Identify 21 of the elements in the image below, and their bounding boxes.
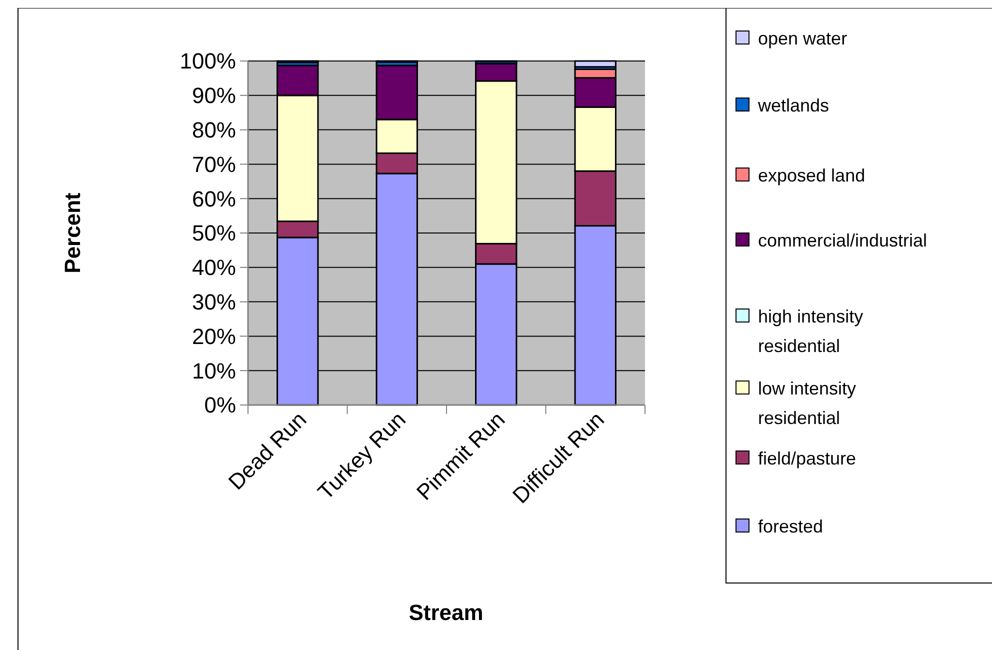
y-tick-label: 80% [192, 118, 236, 142]
y-tick-label: 20% [192, 324, 236, 349]
y-tick-label: 60% [192, 186, 236, 212]
legend-label: commercial/industrial [758, 230, 928, 250]
legend-label: low intensity residential [758, 378, 856, 428]
y-tick-label: 90% [192, 83, 236, 108]
legend-label: high intensity residential [758, 306, 864, 356]
legend-label: open water [758, 28, 848, 48]
y-tick-label: 0% [204, 392, 236, 418]
x-axis-title: Stream [408, 600, 484, 625]
y-tick-label: 50% [192, 220, 236, 246]
y-tick-label: 100% [180, 48, 236, 74]
y-tick-label: 70% [192, 152, 236, 177]
y-tick-label: 10% [192, 358, 236, 384]
legend-label: exposed land [758, 165, 866, 186]
legend-label: forested [758, 516, 824, 536]
legend-label: wetlands [757, 95, 830, 116]
y-axis-title: Percent [60, 192, 85, 274]
y-tick-label: 40% [192, 255, 236, 280]
legend-label: field/pasture [758, 448, 856, 468]
y-tick-label: 30% [192, 290, 236, 314]
